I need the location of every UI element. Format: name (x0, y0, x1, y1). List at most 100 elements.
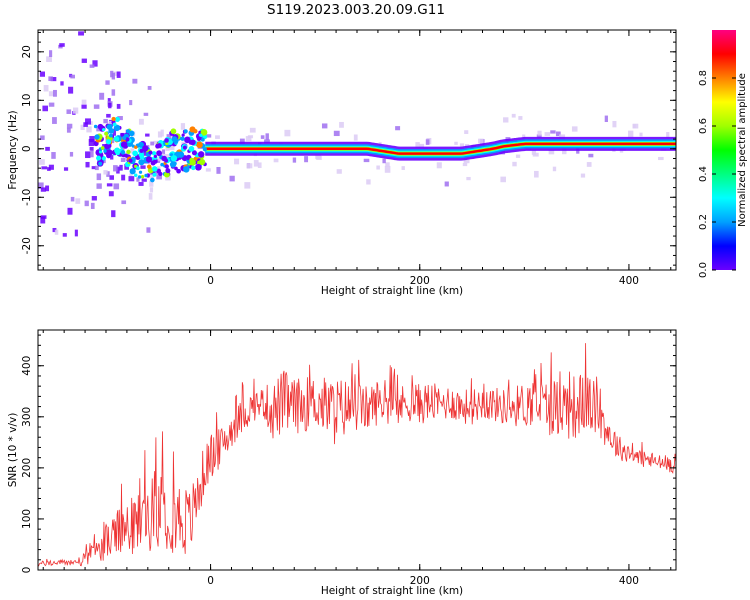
noise-blob (444, 181, 449, 187)
ridge-dot (165, 141, 169, 146)
noise-blob (90, 150, 94, 158)
noise-blob (129, 100, 133, 106)
noise-blob (147, 86, 152, 90)
ridge-dot (157, 143, 162, 148)
noise-blob (245, 136, 252, 142)
noise-blob (116, 103, 121, 109)
noise-blob (66, 123, 73, 129)
noise-blob (156, 174, 162, 180)
noise-blob (108, 191, 114, 197)
noise-blob (165, 175, 171, 181)
noise-blob (150, 141, 155, 146)
ridge-dot (120, 150, 126, 155)
y-tick-label: 10 (21, 94, 33, 107)
noise-blob (110, 155, 114, 160)
noise-blob (138, 118, 144, 125)
noise-blob (478, 138, 484, 144)
ridge-dot (113, 124, 121, 132)
noise-blob (333, 130, 340, 137)
snr-xlabel: Height of straight line (km) (321, 585, 463, 597)
noise-blob (46, 56, 52, 62)
noise-blob (69, 151, 74, 157)
x-tick-label: 200 (410, 575, 430, 587)
snr-ylabel: SNR (10 * v/v) (7, 413, 19, 488)
colorbar-tick-label: 0.6 (698, 118, 709, 134)
noise-blob (464, 130, 469, 134)
noise-blob (515, 154, 521, 158)
ridge-dot (191, 165, 196, 171)
noise-blob (113, 71, 120, 76)
noise-blob (265, 133, 269, 140)
ridge-dot (111, 116, 116, 122)
noise-blob (260, 135, 265, 139)
noise-blob (93, 104, 100, 109)
noise-blob (163, 154, 170, 160)
noise-blob (48, 76, 53, 82)
noise-blob (284, 129, 291, 137)
ridge-dot (139, 154, 145, 160)
ridge-dot (138, 141, 144, 148)
y-tick-label: 0 (21, 145, 33, 152)
noise-blob (45, 185, 50, 192)
noise-blob (70, 74, 75, 79)
noise-blob (321, 123, 328, 129)
colorbar-tick-label: 0.0 (698, 262, 709, 278)
noise-blob (666, 132, 670, 138)
ridge-dot (170, 128, 177, 135)
noise-blob (138, 182, 144, 186)
noise-blob (38, 182, 44, 189)
ridge-dot (183, 166, 190, 173)
noise-blob (117, 116, 123, 121)
noise-blob (353, 134, 358, 141)
noise-blob (105, 80, 110, 85)
noise-blob (53, 89, 57, 97)
noise-blob (52, 117, 57, 124)
ridge-dot (137, 175, 142, 179)
ridge-dot (104, 131, 109, 136)
noise-blob (48, 164, 54, 170)
ridge-dot (200, 137, 205, 142)
ridge-dot (108, 124, 113, 129)
x-tick-label: 0 (207, 575, 214, 587)
ridge-dot (189, 159, 196, 166)
ridge-dot (151, 151, 157, 156)
noise-blob (88, 139, 95, 147)
ridge-dot (176, 168, 181, 174)
ridge-dot (104, 143, 111, 150)
noise-blob (215, 135, 220, 139)
noise-blob (106, 113, 111, 118)
noise-blob (454, 141, 458, 145)
ridge-dot (198, 133, 203, 138)
noise-blob (140, 165, 146, 169)
ridge-dot (202, 147, 207, 152)
noise-blob (149, 180, 154, 187)
ridge-dot (181, 133, 185, 137)
spectrogram-xlabel: Height of straight line (km) (321, 285, 463, 297)
noise-blob (206, 134, 212, 138)
noise-blob (83, 122, 88, 127)
x-tick-label: 400 (619, 275, 639, 287)
noise-blob (552, 166, 557, 172)
noise-blob (161, 149, 166, 155)
noise-blob (336, 169, 342, 174)
noise-blob (339, 121, 344, 128)
ridge-dot (182, 145, 187, 150)
noise-blob (316, 155, 322, 160)
noise-blob (153, 140, 160, 145)
noise-blob (121, 200, 127, 205)
ridge-dot (138, 170, 143, 174)
noise-blob (675, 155, 676, 162)
ridge-dot (164, 158, 169, 163)
noise-blob (116, 166, 120, 174)
noise-blob (57, 274, 61, 280)
ridge-dot (93, 124, 98, 129)
noise-blob (166, 134, 172, 140)
ridge-dot (189, 139, 196, 146)
ridge-dot (114, 147, 121, 154)
noise-blob (537, 130, 542, 136)
noise-blob (96, 173, 102, 181)
ridge-dot (152, 172, 157, 177)
noise-blob (628, 130, 634, 138)
ridge-dot (144, 173, 148, 178)
